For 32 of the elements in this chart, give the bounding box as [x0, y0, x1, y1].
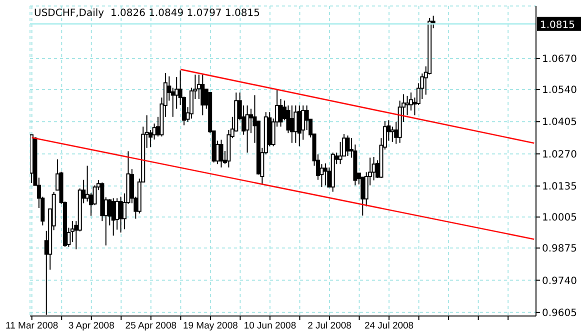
x-tick-label: 2 Jul 2008 [308, 320, 352, 332]
candlestick [346, 134, 350, 156]
y-tick-label: 1.0270 [542, 149, 577, 160]
candlestick [360, 176, 365, 216]
ref-line-label: 1.0815 [540, 20, 575, 31]
candlestick [115, 198, 120, 230]
candlestick [294, 104, 298, 144]
y-tick-label: 0.9740 [542, 276, 577, 287]
x-tick-label: 24 Jul 2008 [364, 320, 414, 332]
x-tick-label: 25 Apr 2008 [125, 320, 177, 332]
x-tick-label: 3 Apr 2008 [68, 320, 114, 332]
y-tick-label: 0.9875 [542, 244, 577, 255]
candlestick [405, 95, 410, 116]
candlestick [390, 126, 394, 142]
candlestick [278, 98, 283, 128]
candlestick [200, 74, 205, 116]
y-tick-label: 0.9605 [542, 308, 577, 319]
candlestick [323, 162, 328, 186]
y-tick-label: 1.0540 [542, 85, 577, 96]
y-tick-label: 1.0670 [542, 54, 577, 66]
candlestick [320, 164, 324, 188]
chart-title: USDCHF,Daily 1.0826 1.0849 1.0797 1.0815 [34, 8, 260, 19]
x-tick-label: 10 Jun 2008 [244, 320, 296, 332]
y-tick-label: 1.0135 [542, 182, 577, 193]
candlestick [245, 104, 250, 154]
y-tick-label: 1.0405 [542, 117, 577, 128]
candlestick [338, 141, 342, 165]
y-tick-label: 1.0005 [542, 212, 577, 224]
candlestick [219, 139, 224, 168]
candlestick [409, 92, 413, 111]
x-tick-label: 11 Mar 2008 [6, 320, 58, 332]
x-tick-label: 19 May 2008 [182, 320, 238, 332]
